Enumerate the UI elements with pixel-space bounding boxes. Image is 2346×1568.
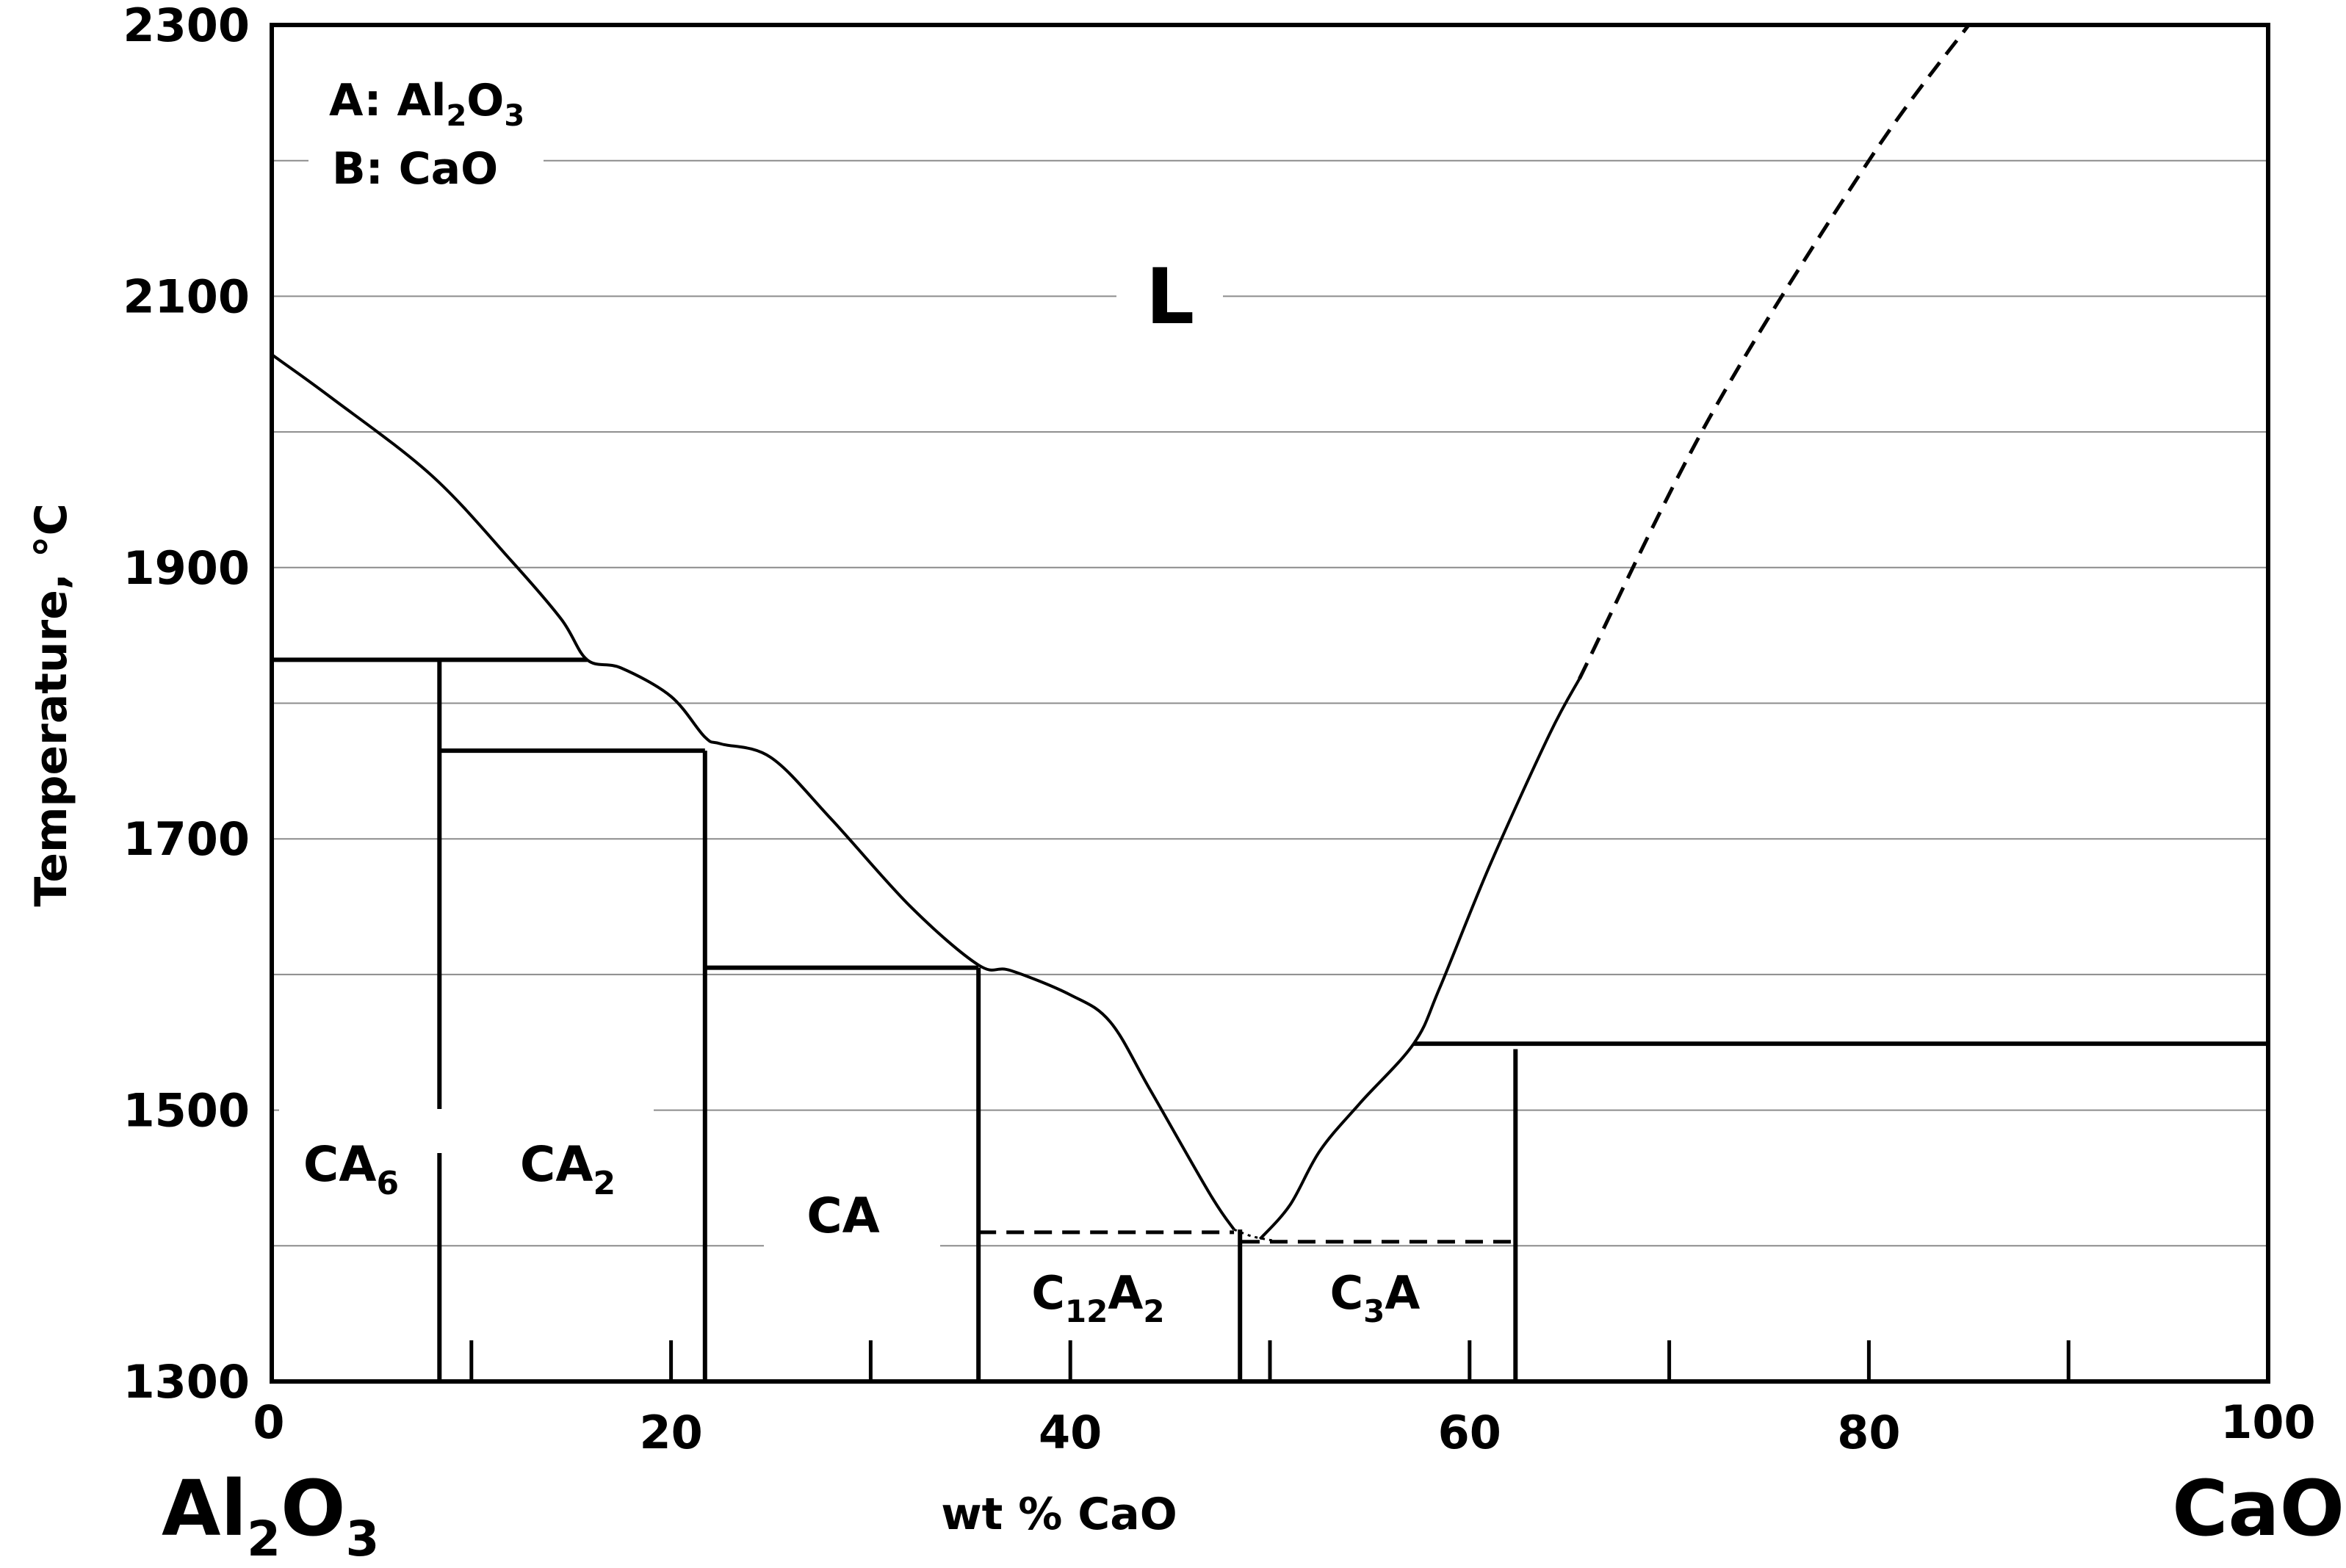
- liquid-label: L: [1146, 252, 1194, 342]
- region-labels: CA6 CA2 CA C12A2 C3A: [279, 1109, 1420, 1329]
- x-tick-label-20: 20: [639, 1406, 702, 1459]
- y-axis-title: Temperature, °C: [26, 503, 77, 906]
- region-c12a7: C12A2: [1031, 1266, 1164, 1329]
- invariant-lines: [272, 657, 2268, 1244]
- right-component-label: CaO: [2172, 1464, 2345, 1553]
- legend: A: Al2O3 B: CaO: [308, 66, 544, 198]
- liquidus-curve-left: [270, 353, 1235, 1231]
- y-tick-label-2300: 2300: [123, 0, 250, 52]
- region-c3a: C3A: [1330, 1266, 1421, 1329]
- x-tick-labels: 0 20 40 60 80 100: [253, 1395, 2315, 1459]
- legend-a: A: Al2O3: [329, 75, 524, 133]
- y-tick-label-2100: 2100: [123, 270, 250, 323]
- region-ca2: CA2: [520, 1136, 616, 1202]
- region-ca6: CA6: [303, 1136, 399, 1202]
- y-tick-label-1300: 1300: [123, 1355, 250, 1409]
- minor-ticks: [469, 1340, 2071, 1381]
- liquidus-curve-right: [1258, 678, 1581, 1240]
- x-tick-label-60: 60: [1438, 1406, 1501, 1459]
- legend-b: B: CaO: [332, 143, 498, 195]
- region-ca: CA: [806, 1188, 880, 1244]
- y-tick-label-1500: 1500: [123, 1084, 250, 1138]
- phase-boundaries: [270, 24, 2268, 1381]
- x-tick-label-40: 40: [1039, 1406, 1102, 1459]
- x-tick-label-80: 80: [1837, 1406, 1900, 1459]
- y-tick-labels: 1300 1500 1700 1900 2100 2300: [123, 0, 250, 1409]
- y-tick-label-1900: 1900: [123, 541, 250, 595]
- x-tick-label-0: 0: [253, 1395, 284, 1449]
- plot-frame: [270, 23, 2270, 1384]
- x-axis-title: wt % CaO: [941, 1489, 1177, 1540]
- left-component-label: Al2O3: [162, 1464, 379, 1567]
- y-tick-label-1700: 1700: [123, 812, 250, 866]
- x-tick-label-100: 100: [2220, 1395, 2315, 1449]
- compound-lines: [437, 660, 1518, 1381]
- liquidus-extrapolated: [1578, 24, 1971, 680]
